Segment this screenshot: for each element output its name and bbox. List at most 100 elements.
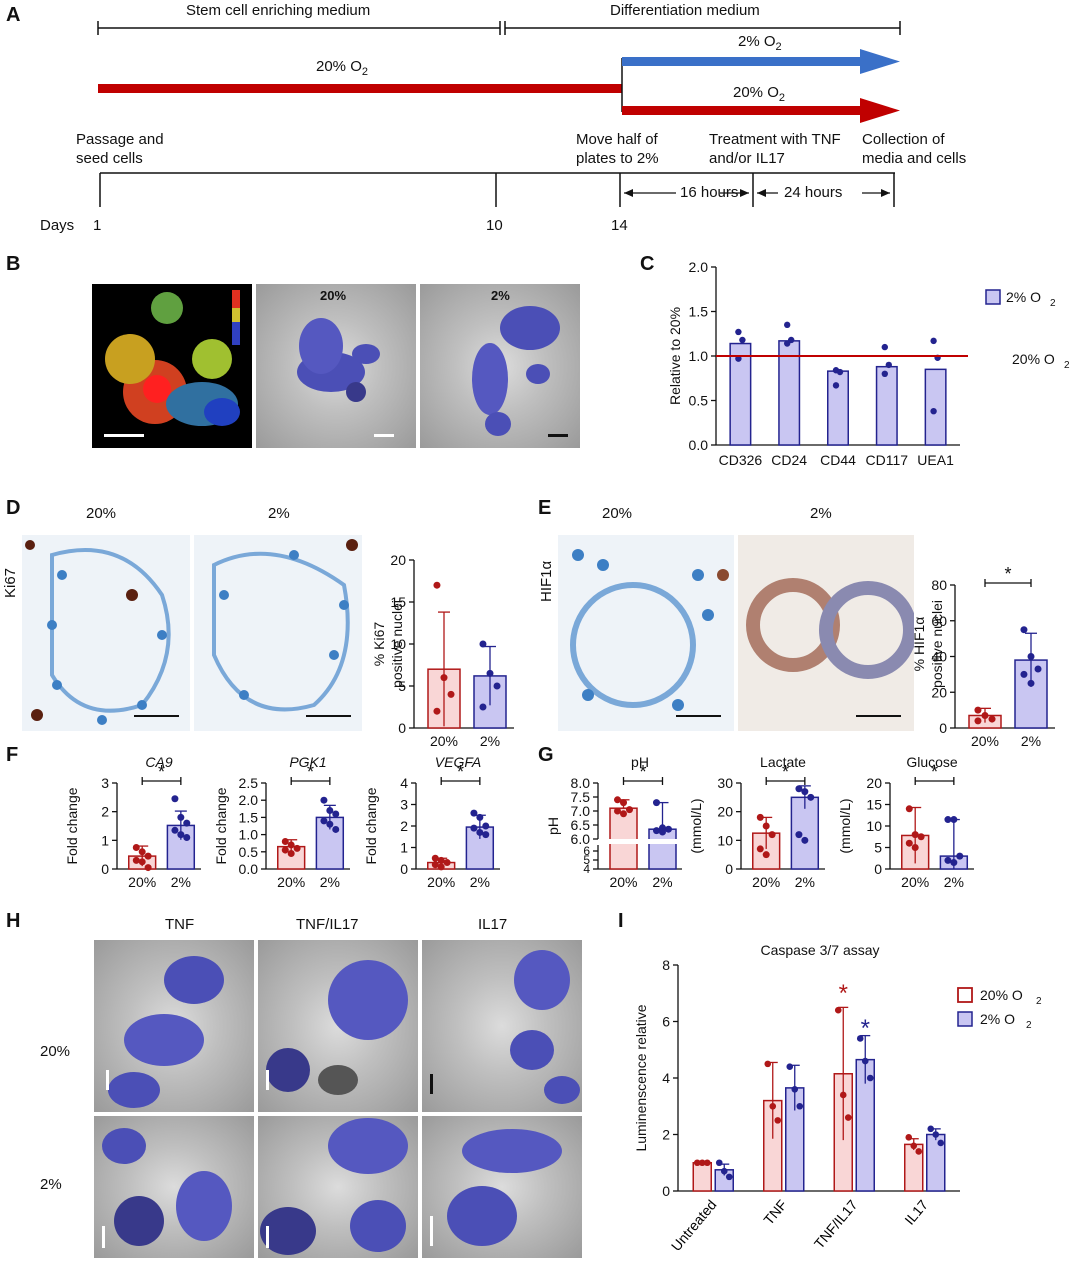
point-i-0-1-2 (725, 1173, 733, 1181)
point-e-0-3 (974, 717, 982, 725)
point-f3-0-4 (437, 863, 445, 871)
point-g2-0-3 (756, 845, 764, 853)
sig-star-e: * (1004, 564, 1011, 584)
ytick-label-g1-lower: 4 (583, 862, 590, 876)
ylabel-g1: pH (545, 817, 561, 835)
ytick-label-d: 0 (398, 720, 406, 736)
ytick-label-g1: 6.0 (571, 831, 591, 847)
hif1a-image-2 (738, 535, 914, 731)
point-g2-0-4 (762, 851, 770, 859)
point-i-1-1-0 (786, 1063, 794, 1070)
point-f2-0-4 (287, 850, 295, 858)
bar-g1-0 (609, 807, 638, 870)
ytick-label-g3: 0 (874, 861, 882, 877)
point-i-2-0-2 (844, 1114, 852, 1121)
ytick-label-g3: 20 (866, 775, 882, 791)
ytick-label-f1: 0 (101, 861, 109, 877)
xtick-label-g3: 2% (944, 874, 964, 890)
organoid-image-b-20 (256, 284, 416, 448)
point-i-2-1-2 (866, 1074, 874, 1082)
ylabel-f1: Fold change (64, 787, 80, 864)
point-d-0-3 (433, 707, 441, 715)
sig-star-g3: * (931, 762, 938, 782)
ylabel-f2: Fold change (213, 787, 229, 864)
point-e-0-0 (974, 706, 982, 714)
sig-star-f2: * (307, 762, 314, 782)
passage-label: Passage and seed cells (76, 131, 164, 167)
point-f2-0-3 (281, 846, 289, 854)
legend-label-i-20: 20% O (980, 987, 1023, 1003)
h-row-20: 20% (40, 1043, 71, 1060)
point-g3-0-2 (917, 833, 925, 841)
ytick-label-g1: 7.5 (571, 789, 591, 805)
point-f3-1-5 (482, 831, 490, 839)
ytick-label-e: 20 (931, 684, 947, 700)
point-f2-1-2 (332, 810, 340, 818)
point-g2-0-0 (756, 813, 764, 821)
d-label-2: 2% (268, 505, 290, 522)
ytick-label-f2: 1.0 (239, 827, 259, 843)
point-f1-0-5 (144, 864, 152, 872)
point-e-1-0 (1020, 626, 1028, 634)
point-i-0-1-0 (715, 1159, 723, 1167)
point-f1-0-4 (138, 858, 146, 866)
h-row-2: 2% (40, 1176, 62, 1193)
xtick-label-f1: 20% (128, 874, 156, 890)
hours-16: 16 hours (680, 184, 739, 201)
xtick-label-g1: 20% (609, 874, 637, 890)
organoid-tnf-2 (94, 1116, 254, 1258)
ytick-label-f1: 2 (101, 804, 109, 820)
ref-label-c: 20% O (1012, 351, 1055, 367)
o2-20-main-label: 20% O2 (316, 58, 368, 78)
xtick-label-i: Untreated (668, 1197, 720, 1254)
ytick-label-f3: 4 (400, 775, 408, 791)
organoid-il17-20 (422, 940, 582, 1112)
organoid-tnf-il17-2 (258, 1116, 418, 1258)
point-c-3-0 (881, 343, 888, 351)
point-i-3-1-1 (932, 1131, 940, 1138)
point-i-0-0-2 (703, 1159, 711, 1167)
panel-label-g: G (538, 744, 554, 766)
point-g2-1-1 (801, 788, 809, 796)
ytick-label-g1: 8.0 (571, 775, 591, 791)
organoid-image-b-2 (420, 284, 580, 448)
ytick-label-g1-lower: 5 (583, 853, 590, 867)
point-d-0-2 (447, 690, 455, 698)
ytick-label-g2: 30 (717, 775, 733, 791)
point-f1-1-1 (177, 813, 185, 821)
point-g2-1-3 (795, 831, 803, 839)
diff-medium-label: Differentiation medium (610, 2, 760, 19)
ytick-label-g1: 7.0 (571, 803, 591, 819)
title-f1: CA9 (145, 754, 172, 770)
point-i-2-0-1 (839, 1091, 847, 1099)
ytick-label-g3: 5 (874, 840, 882, 856)
point-i-1-1-2 (796, 1102, 804, 1110)
legend-sub-i-2: 2 (1026, 1020, 1032, 1031)
ylabel-g3: (mmol/L) (837, 798, 853, 853)
point-f3-0-3 (431, 861, 439, 869)
o2-20-bar (98, 84, 622, 93)
point-c-0-1 (739, 336, 746, 344)
ylabel-c: Relative to 20% (667, 307, 683, 405)
axis-break-g1-0 (609, 839, 638, 844)
xtick-label-f3: 2% (470, 874, 490, 890)
point-g3-1-0 (944, 816, 952, 824)
title-i: Caspase 3/7 assay (760, 942, 879, 958)
bar-i-0-0 (692, 1162, 712, 1192)
ylabel-i: Luminenscence relative (633, 1004, 649, 1151)
d-label-20: 20% (86, 505, 117, 522)
panel-label-i: I (618, 910, 624, 932)
point-c-3-2 (881, 370, 888, 377)
ylabel-d-1: % Ki67 (371, 622, 387, 667)
title-g3: Glucose (906, 754, 958, 770)
hours-24: 24 hours (784, 184, 843, 201)
day-1: 1 (93, 217, 102, 234)
point-g3-1-1 (950, 816, 958, 824)
b-label-2: 2% (491, 288, 510, 303)
e-label-2: 2% (810, 505, 832, 522)
ylabel-e-2: positive nuclei (929, 600, 945, 688)
point-e-1-4 (1027, 679, 1035, 687)
point-e-0-2 (988, 715, 996, 723)
ytick-label-f3: 2 (400, 818, 408, 834)
point-f2-0-0 (281, 837, 289, 845)
